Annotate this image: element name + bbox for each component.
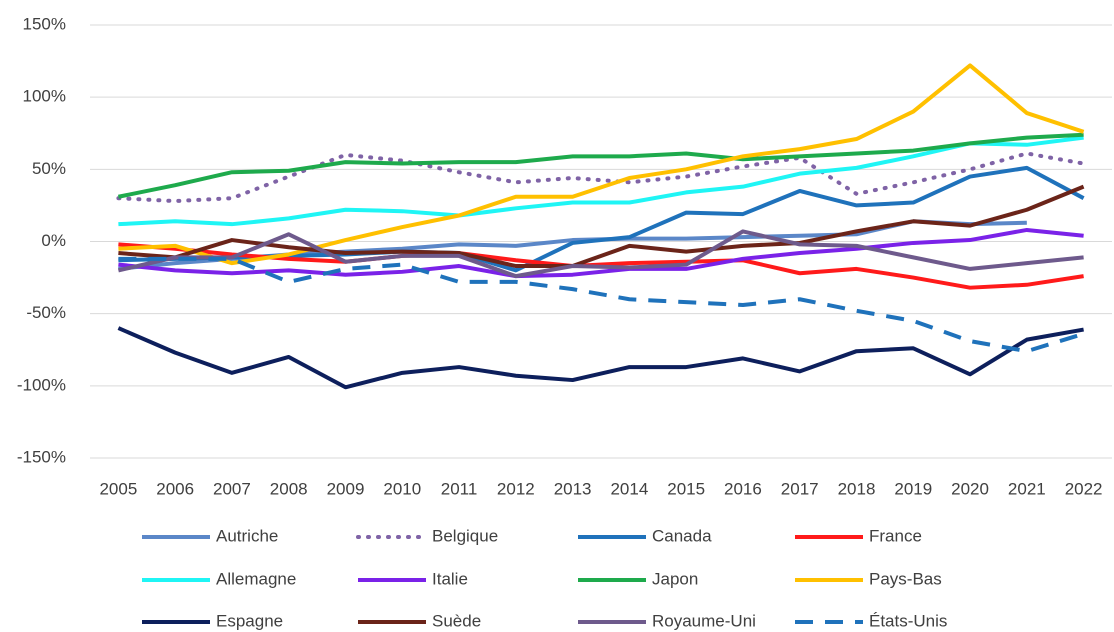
y-tick-label: 50% <box>32 159 66 178</box>
legend-label: France <box>869 526 922 545</box>
legend-label: Royaume-Uni <box>652 611 756 630</box>
x-tick-label: 2015 <box>667 479 705 498</box>
x-tick-label: 2018 <box>838 479 876 498</box>
x-tick-label: 2019 <box>894 479 932 498</box>
x-tick-label: 2013 <box>554 479 592 498</box>
x-tick-label: 2014 <box>610 479 648 498</box>
y-tick-label: -100% <box>17 375 66 394</box>
legend-label: Suède <box>432 611 481 630</box>
legend-label: Japon <box>652 569 698 588</box>
x-tick-label: 2006 <box>156 479 194 498</box>
legend-label: Allemagne <box>216 569 296 588</box>
x-tick-label: 2016 <box>724 479 762 498</box>
x-tick-label: 2011 <box>441 479 478 498</box>
legend-label: Espagne <box>216 611 283 630</box>
series-line <box>118 256 1085 354</box>
y-tick-label: 100% <box>23 87 66 106</box>
y-tick-label: 150% <box>23 14 66 33</box>
legend-label: Italie <box>432 569 468 588</box>
series-line <box>118 242 1084 290</box>
legend-label: États-Unis <box>869 611 947 630</box>
y-tick-label: 0% <box>41 231 66 250</box>
x-tick-label: 2010 <box>383 479 421 498</box>
legend-label: Autriche <box>216 526 278 545</box>
series-line <box>118 135 1084 227</box>
x-tick-label: 2022 <box>1065 479 1103 498</box>
legend-label: Belgique <box>432 526 498 545</box>
x-tick-label: 2012 <box>497 479 535 498</box>
x-tick-label: 2017 <box>781 479 819 498</box>
series-line <box>118 227 1084 279</box>
series-line <box>117 326 1084 390</box>
legend-label: Canada <box>652 526 712 545</box>
x-tick-label: 2007 <box>213 479 251 498</box>
series-line <box>118 63 1085 266</box>
series-line <box>117 229 1084 279</box>
series-line <box>117 132 1084 199</box>
series-line <box>116 151 1086 204</box>
y-tick-label: -50% <box>26 303 66 322</box>
series-line <box>118 184 1085 269</box>
x-tick-label: 2008 <box>270 479 308 498</box>
x-tick-label: 2021 <box>1008 479 1046 498</box>
x-tick-label: 2020 <box>951 479 989 498</box>
y-tick-label: -150% <box>17 447 66 466</box>
x-tick-label: 2005 <box>99 479 137 498</box>
x-tick-label: 2009 <box>327 479 365 498</box>
legend-label: Pays-Bas <box>869 569 942 588</box>
